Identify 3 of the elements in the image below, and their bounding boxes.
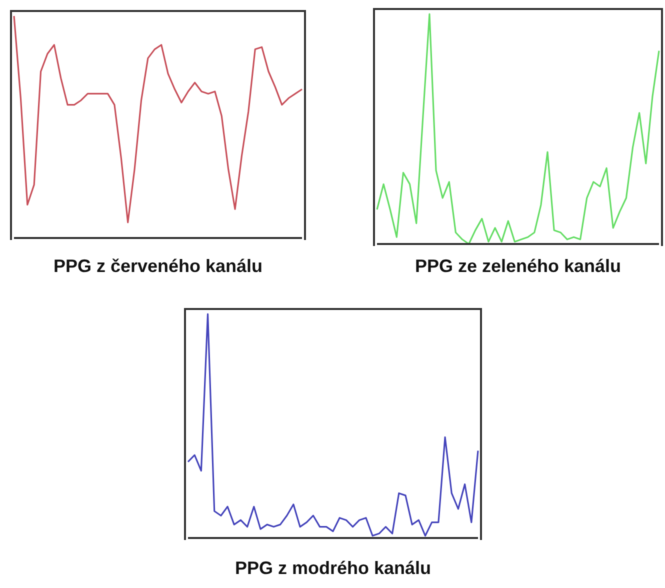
x-axis-title: PPG z červeného kanálu xyxy=(52,256,264,277)
x-axis-title: PPG ze zeleného kanálu xyxy=(414,256,622,277)
x-axis-title: PPG z modrého kanálu xyxy=(234,558,432,579)
